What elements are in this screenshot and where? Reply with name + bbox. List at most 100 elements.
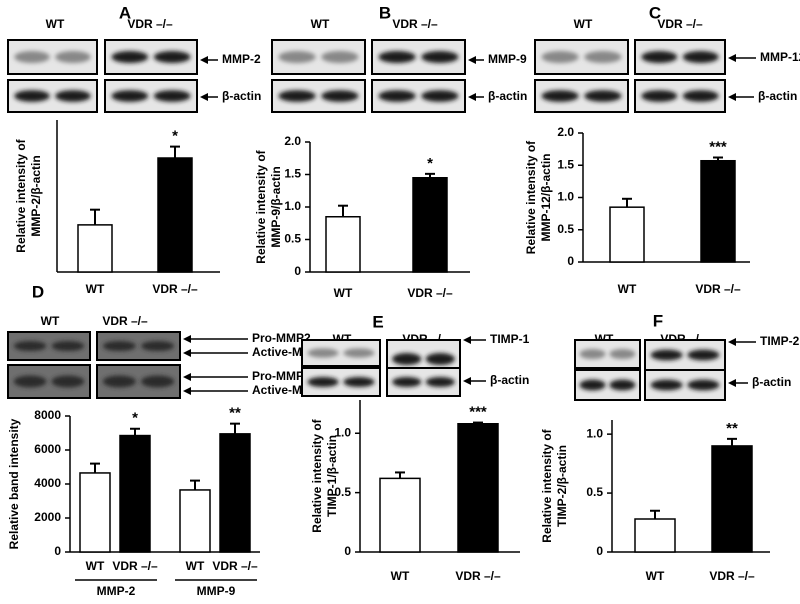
x-tick-label: VDR –/–: [212, 559, 258, 573]
blot-label: TIMP-2: [760, 334, 800, 348]
lane-label: WT: [574, 17, 593, 31]
y-tick-label: 0: [344, 544, 351, 558]
band: [584, 90, 622, 102]
blot-label: β-actin: [490, 373, 529, 387]
band: [278, 51, 316, 63]
band: [579, 379, 606, 391]
blot-label: β-actin: [488, 89, 527, 103]
arrow-head: [183, 373, 191, 381]
significance: ***: [469, 404, 487, 421]
panel-letter: A: [119, 3, 131, 22]
blot-label: MMP-9: [488, 52, 527, 66]
band: [650, 379, 683, 391]
band: [425, 376, 455, 388]
band: [343, 348, 375, 358]
y-tick-label: 0.5: [557, 222, 574, 236]
group-label: MMP-2: [97, 584, 136, 598]
y-axis-label: Relative band intensity: [7, 418, 21, 549]
y-tick-label: 1.0: [557, 190, 574, 204]
blot-label: MMP-12: [760, 50, 800, 64]
y-tick-label: 0.5: [586, 485, 603, 499]
y-axis-label: TIMP-1/β-actin: [325, 435, 339, 517]
band: [153, 90, 191, 102]
y-tick-label: 2.0: [284, 134, 301, 148]
band: [102, 340, 137, 352]
band: [682, 51, 719, 63]
band: [140, 375, 175, 388]
arrow-head: [468, 56, 476, 64]
x-tick-label: VDR –/–: [112, 559, 158, 573]
band: [579, 348, 606, 360]
band: [153, 51, 191, 63]
band: [541, 90, 579, 102]
band: [421, 90, 459, 102]
x-tick-label: WT: [86, 282, 105, 296]
band: [609, 348, 636, 360]
bar: [79, 472, 111, 553]
bar: [634, 518, 676, 553]
y-tick-label: 0: [596, 544, 603, 558]
y-tick-label: 1.5: [284, 167, 301, 181]
x-tick-label: VDR –/–: [455, 569, 501, 583]
bar: [119, 434, 151, 553]
y-axis-label: MMP-12/β-actin: [539, 153, 553, 241]
y-tick-label: 1.5: [557, 157, 574, 171]
significance: *: [132, 410, 138, 427]
panel-letter: C: [649, 3, 661, 22]
y-axis-label: TIMP-2/β-actin: [555, 445, 569, 527]
y-tick-label: 1.0: [284, 199, 301, 213]
blot-label: β-actin: [752, 375, 791, 389]
band: [378, 51, 416, 63]
y-axis-label: Relative intensity of: [540, 428, 554, 542]
band: [307, 376, 339, 388]
band: [13, 340, 47, 352]
bar: [711, 445, 753, 553]
band: [14, 90, 50, 102]
band: [682, 90, 719, 102]
x-tick-label: WT: [334, 286, 353, 300]
y-tick-label: 1.0: [334, 425, 351, 439]
y-tick-label: 2000: [34, 510, 61, 524]
arrow-head: [728, 93, 736, 101]
y-axis-label: MMP-9/β-actin: [269, 166, 283, 247]
band: [321, 51, 359, 63]
band: [541, 51, 579, 63]
band: [392, 353, 422, 365]
band: [278, 90, 316, 102]
band: [650, 349, 683, 361]
arrow-head: [728, 54, 736, 62]
lane-label: WT: [46, 17, 65, 31]
bar: [219, 433, 251, 553]
band: [641, 90, 678, 102]
arrow-head: [183, 387, 191, 395]
bar: [379, 477, 421, 553]
band: [111, 51, 149, 63]
arrow-head: [728, 379, 736, 387]
band: [392, 376, 422, 388]
y-axis-label: Relative intensity of: [310, 418, 324, 532]
blot-label: Pro-MMP2: [252, 331, 311, 345]
lane-label: VDR –/–: [392, 17, 438, 31]
panel-letter: F: [653, 311, 663, 330]
band: [687, 379, 720, 391]
significance: **: [726, 420, 738, 437]
arrow-head: [468, 93, 476, 101]
y-tick-label: 2.0: [557, 125, 574, 139]
arrow-head: [728, 338, 736, 346]
bar: [157, 157, 193, 273]
arrow-head: [183, 335, 191, 343]
bar: [325, 216, 361, 273]
x-tick-label: WT: [86, 559, 105, 573]
band: [378, 90, 416, 102]
y-axis-label: Relative intensity of: [524, 140, 538, 254]
significance: *: [427, 155, 433, 172]
y-tick-label: 0.5: [334, 485, 351, 499]
y-tick-label: 0: [294, 264, 301, 278]
x-tick-label: WT: [646, 569, 665, 583]
panel-letter: D: [32, 282, 44, 301]
bar: [457, 423, 499, 553]
x-tick-label: VDR –/–: [152, 282, 198, 296]
y-tick-label: 8000: [34, 408, 61, 422]
band: [584, 51, 622, 63]
